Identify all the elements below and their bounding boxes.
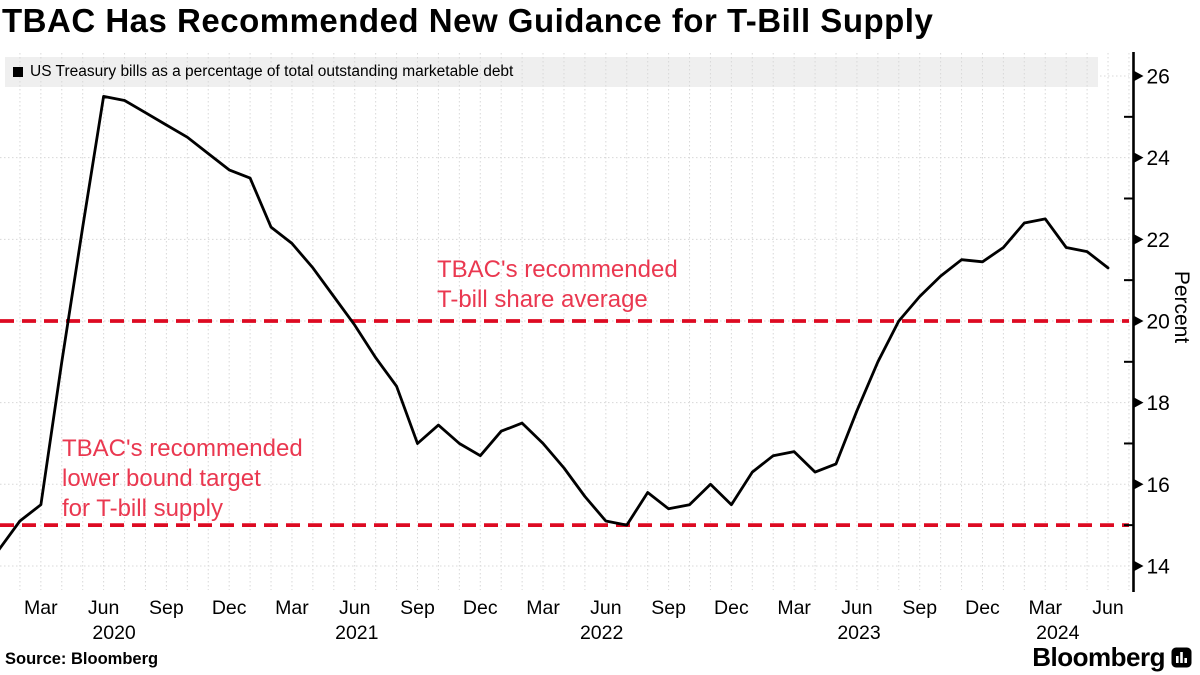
- x-tick-label: Mar: [275, 597, 309, 619]
- y-tick-label: 22: [1147, 229, 1170, 252]
- legend: US Treasury bills as a percentage of tot…: [13, 63, 513, 81]
- x-tick-label: Jun: [88, 597, 119, 619]
- bloomberg-wordmark: Bloomberg: [1032, 642, 1165, 672]
- y-tick-label: 18: [1147, 392, 1170, 415]
- y-major-tick: [1134, 560, 1144, 571]
- annotation-tbill-share-average: TBAC's recommended T-bill share average: [437, 256, 678, 313]
- x-tick-label: Mar: [777, 597, 811, 619]
- x-tick-label: Dec: [965, 597, 1000, 619]
- y-tick-label: 16: [1147, 474, 1170, 497]
- x-year-label: 2024: [1036, 622, 1080, 644]
- y-major-tick: [1134, 71, 1144, 81]
- x-tick-label: Mar: [1028, 597, 1062, 619]
- x-tick-label: Dec: [463, 597, 498, 619]
- x-year-label: 2021: [335, 622, 378, 644]
- x-year-label: 2020: [92, 622, 136, 644]
- y-tick-label: 14: [1147, 555, 1171, 578]
- y-axis-title: Percent: [1170, 270, 1193, 344]
- x-tick-label: Sep: [400, 597, 435, 619]
- x-tick-label: Mar: [24, 597, 58, 619]
- y-major-tick: [1134, 479, 1144, 490]
- tbill-share-series-line: [0, 95, 1110, 551]
- x-tick-label: Jun: [590, 597, 621, 619]
- source-note: Source: Bloomberg: [5, 650, 159, 668]
- y-major-tick: [1134, 152, 1144, 163]
- legend-series-marker-icon: [13, 67, 23, 77]
- y-tick-label: 24: [1147, 147, 1171, 170]
- x-tick-label: Dec: [212, 597, 247, 619]
- x-tick-label: Sep: [651, 597, 686, 619]
- branding: Bloomberg: [1032, 642, 1192, 673]
- y-tick-label: 20: [1147, 310, 1170, 333]
- bloomberg-logo-icon: [1171, 647, 1192, 668]
- x-year-label: 2023: [837, 622, 880, 644]
- y-tick-label: 26: [1147, 66, 1170, 89]
- x-tick-label: Sep: [149, 597, 184, 619]
- x-tick-label: Sep: [902, 597, 937, 619]
- annotation-lower-bound-target: TBAC's recommended lower bound target fo…: [62, 435, 303, 522]
- x-tick-label: Jun: [841, 597, 872, 619]
- x-tick-label: Jun: [1092, 597, 1123, 619]
- legend-series-label: US Treasury bills as a percentage of tot…: [30, 63, 514, 80]
- y-major-tick: [1134, 315, 1144, 326]
- y-major-tick: [1134, 397, 1144, 408]
- x-tick-label: Mar: [526, 597, 560, 619]
- page-title: TBAC Has Recommended New Guidance for T-…: [2, 2, 934, 39]
- x-tick-label: Dec: [714, 597, 749, 619]
- x-year-label: 2022: [580, 622, 623, 644]
- x-tick-label: Jun: [339, 597, 370, 619]
- y-major-tick: [1134, 234, 1144, 245]
